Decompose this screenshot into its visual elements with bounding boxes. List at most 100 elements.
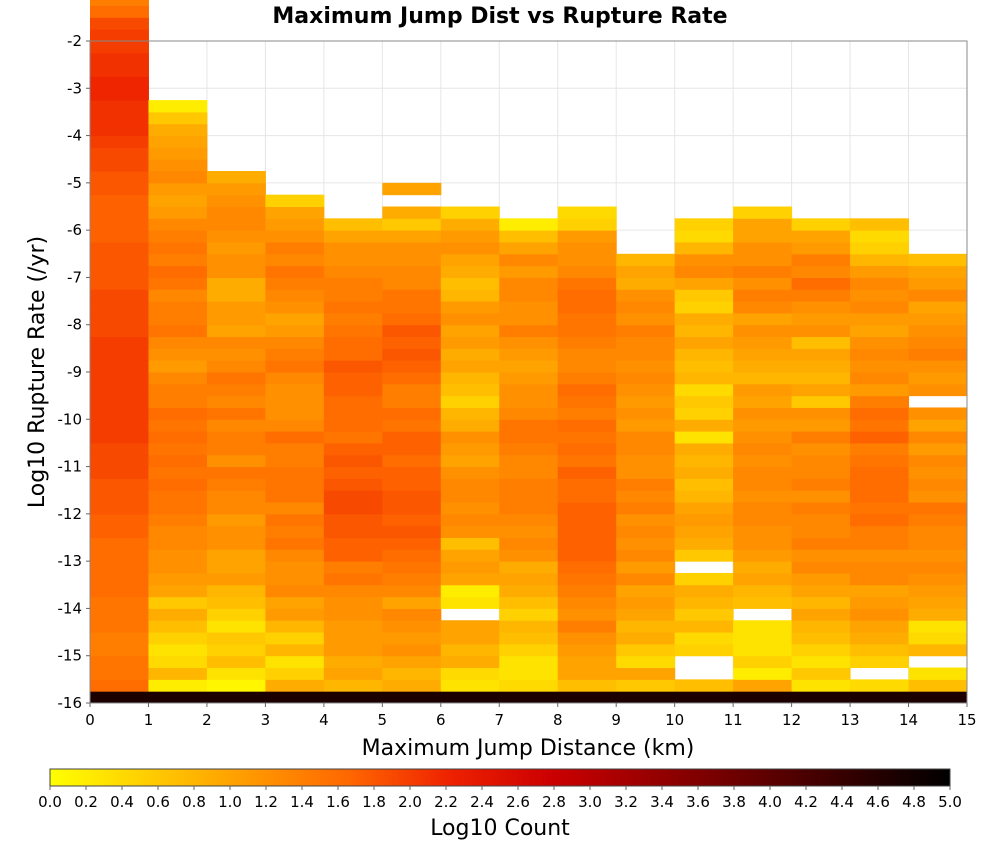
- heatmap-cell: [323, 513, 383, 527]
- heatmap-cell: [674, 596, 734, 609]
- heatmap-cell: [265, 454, 325, 468]
- heatmap-cell: [499, 608, 559, 621]
- heatmap-cell: [733, 383, 793, 397]
- heatmap-cell: [90, 667, 149, 680]
- heatmap-cell: [206, 206, 266, 219]
- heatmap-cell: [908, 596, 968, 609]
- heatmap-cell: [148, 111, 208, 125]
- heatmap-cell: [733, 572, 793, 586]
- heatmap-cell: [148, 549, 208, 562]
- heatmap-cell: [557, 679, 617, 692]
- heatmap-cell: [206, 301, 266, 314]
- heatmap-cell: [206, 608, 266, 621]
- heatmap-cell: [148, 596, 208, 609]
- x-tick-label: 1: [144, 711, 154, 729]
- heatmap-cell: [499, 502, 559, 515]
- heatmap-cell: [440, 360, 500, 373]
- heatmap-cell: [440, 395, 500, 408]
- heatmap-cell: [616, 454, 676, 468]
- heatmap-cell: [382, 466, 442, 479]
- heatmap-cell: [440, 679, 500, 692]
- heatmap-cell: [323, 253, 383, 267]
- chart-title: Maximum Jump Dist vs Rupture Rate: [272, 4, 727, 29]
- heatmap-cell: [323, 549, 383, 562]
- heatmap-cell: [323, 643, 383, 657]
- heatmap-cell: [733, 312, 793, 326]
- heatmap-cell: [499, 454, 559, 468]
- heatmap-cell: [90, 584, 149, 598]
- heatmap-cell: [616, 561, 676, 574]
- heatmap-cell: [499, 348, 559, 361]
- heatmap-cell: [499, 596, 559, 609]
- heatmap-cell: [616, 525, 676, 538]
- heatmap-cell: [323, 360, 383, 373]
- heatmap-cell: [206, 241, 266, 255]
- heatmap-cell: [557, 537, 617, 550]
- heatmap-cell: [850, 431, 910, 444]
- heatmap-cell: [90, 265, 149, 278]
- heatmap-cell: [557, 584, 617, 598]
- heatmap-cell: [674, 466, 734, 479]
- heatmap-cell: [733, 230, 793, 243]
- heatmap-cell: [90, 76, 149, 89]
- heatmap-cell: [206, 513, 266, 527]
- heatmap-cell: [148, 383, 208, 397]
- heatmap-cell: [90, 88, 149, 101]
- heatmap-cell: [265, 466, 325, 479]
- heatmap-cell: [323, 372, 383, 385]
- heatmap-cell: [382, 206, 442, 219]
- colorbar-tick-label: 4.8: [902, 793, 926, 811]
- heatmap-cell: [323, 537, 383, 550]
- heatmap-cell: [499, 667, 559, 680]
- heatmap-cell: [499, 620, 559, 633]
- heatmap-cell: [323, 324, 383, 338]
- heatmap-cell: [206, 383, 266, 397]
- heatmap-cell: [733, 549, 793, 562]
- heatmap-cell: [791, 679, 851, 692]
- heatmap-cell: [616, 253, 676, 267]
- heatmap-cell: [499, 360, 559, 373]
- heatmap-cell: [733, 395, 793, 408]
- heatmap-cell: [323, 395, 383, 408]
- heatmap-cell: [265, 655, 325, 669]
- heatmap-cell: [90, 289, 149, 302]
- x-tick-label: 14: [899, 711, 918, 729]
- heatmap-cell: [382, 265, 442, 278]
- heatmap-cell: [265, 301, 325, 314]
- heatmap-cell: [850, 620, 910, 633]
- heatmap-cell: [791, 454, 851, 468]
- y-tick-label: -10: [58, 410, 83, 428]
- heatmap-cell: [850, 419, 910, 432]
- colorbar-tick-label: 0.6: [146, 793, 170, 811]
- heatmap-cell: [616, 620, 676, 633]
- heatmap-cell: [206, 691, 266, 704]
- x-axis-label: Maximum Jump Distance (km): [362, 736, 695, 761]
- heatmap-cell: [90, 513, 149, 527]
- heatmap-cell: [90, 123, 149, 137]
- heatmap-cell: [323, 241, 383, 255]
- x-tick-label: 12: [782, 711, 801, 729]
- heatmap-cell: [90, 301, 149, 314]
- heatmap-cell: [499, 241, 559, 255]
- heatmap-cell: [908, 336, 968, 349]
- colorbar-tick-label: 0.0: [38, 793, 62, 811]
- heatmap-cell: [440, 525, 500, 538]
- heatmap-cell: [323, 466, 383, 479]
- heatmap-cell: [791, 395, 851, 408]
- heatmap-cell: [382, 289, 442, 302]
- heatmap-cell: [557, 643, 617, 657]
- heatmap-cell: [440, 301, 500, 314]
- heatmap-cell: [499, 277, 559, 290]
- x-axis-ticks: 0 1 2 3 4 5 6 7 8 9 10 11 12 13 14 15: [85, 703, 977, 729]
- heatmap-cell: [206, 679, 266, 692]
- heatmap-cell: [148, 218, 208, 231]
- heatmap-cell: [908, 324, 968, 338]
- heatmap-cell: [90, 372, 149, 385]
- heatmap-cell: [148, 502, 208, 515]
- heatmap-cell: [791, 525, 851, 538]
- heatmap-cell: [850, 265, 910, 278]
- colorbar-tick-label: 0.8: [182, 793, 206, 811]
- heatmap-cell: [148, 123, 208, 137]
- heatmap-cell: [850, 584, 910, 598]
- heatmap-cell: [148, 289, 208, 302]
